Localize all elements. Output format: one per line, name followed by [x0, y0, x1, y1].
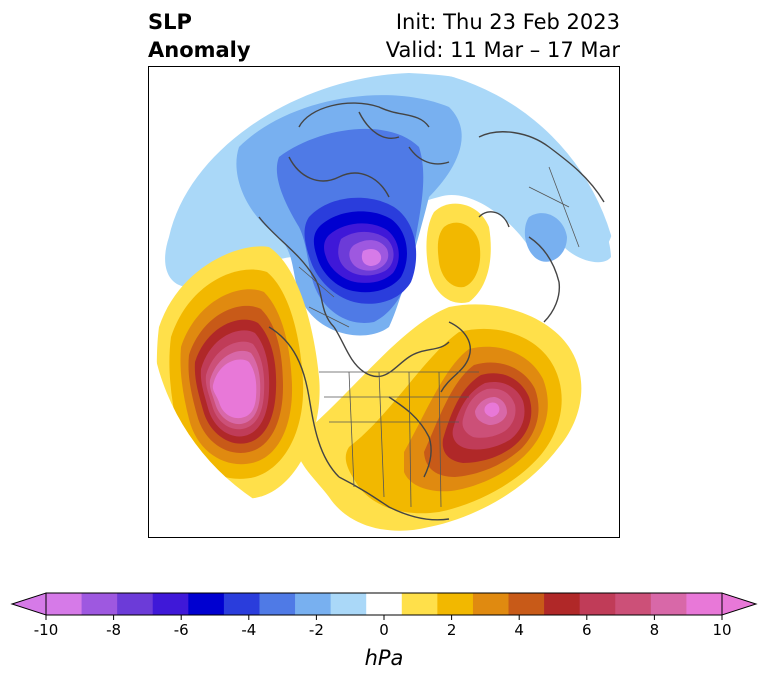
colorbar-swatch	[46, 593, 83, 615]
map-title-right: Init: Thu 23 Feb 2023 Valid: 11 Mar – 17…	[386, 8, 620, 64]
colorbar-tick-label: -4	[241, 621, 256, 639]
map-title-left: SLP Anomaly	[148, 8, 251, 64]
coastlines	[258, 102, 605, 521]
colorbar-tick-label: 8	[650, 621, 660, 639]
colorbar-swatch	[223, 593, 260, 615]
colorbar-swatch	[188, 593, 225, 615]
colorbar-extend-min	[10, 592, 47, 616]
colorbar-swatch	[259, 593, 296, 615]
map-canvas	[156, 73, 616, 531]
colorbar-swatch	[615, 593, 652, 615]
anomaly-region-minus1-b	[559, 195, 611, 263]
colorbar-swatch	[152, 593, 189, 615]
colorbar-swatch	[508, 593, 545, 615]
variable-label: SLP	[148, 10, 192, 34]
colorbar-tick-label: 10	[712, 621, 731, 639]
political-borders	[298, 166, 580, 508]
colorbar-swatch	[437, 593, 474, 615]
colorbar-ticks: -10 -8 -6 -4 -2 0 2 4 6 8 10	[34, 615, 732, 639]
colorbar-tick-label: 2	[447, 621, 457, 639]
colorbar-tick-label: -2	[309, 621, 324, 639]
kind-label: Anomaly	[148, 38, 251, 62]
colorbar-tick-label: -10	[34, 621, 59, 639]
colorbar-extend-max	[721, 592, 758, 616]
colorbar-swatches	[10, 592, 758, 616]
anomaly-region-minus9	[361, 248, 382, 266]
colorbar-swatch	[330, 593, 367, 615]
colorbar-swatch	[366, 593, 403, 615]
valid-date-label: Valid: 11 Mar – 17 Mar	[385, 38, 620, 62]
colorbar-swatch	[650, 593, 687, 615]
colorbar-swatch	[686, 593, 723, 615]
colorbar-swatch	[579, 593, 616, 615]
anomaly-region-svalbard-2	[437, 222, 481, 288]
colorbar-tick-label: -6	[174, 621, 189, 639]
init-date-label: Init: Thu 23 Feb 2023	[395, 10, 620, 34]
colorbar-tick-label: 0	[379, 621, 389, 639]
colorbar-swatch	[544, 593, 581, 615]
colorbar-tick-label: 6	[582, 621, 592, 639]
anomaly-region-siberia	[524, 213, 567, 262]
colorbar-tick-label: 4	[514, 621, 524, 639]
colorbar-swatch	[295, 593, 332, 615]
colorbar-swatch	[81, 593, 118, 615]
colorbar-swatch	[472, 593, 510, 615]
colorbar-swatch	[117, 593, 154, 615]
anomaly-region-atl-plus9	[484, 402, 500, 417]
colorbar-swatch	[401, 593, 438, 615]
colorbar-tick-label: -8	[106, 621, 121, 639]
colorbar-units-label: hPa	[364, 646, 404, 670]
map-panel	[148, 66, 620, 538]
anomaly-region-plus9	[212, 359, 257, 419]
colorbar: -10 -8 -6 -4 -2 0 2 4 6 8 10	[10, 592, 758, 639]
anomaly-field	[156, 73, 616, 531]
